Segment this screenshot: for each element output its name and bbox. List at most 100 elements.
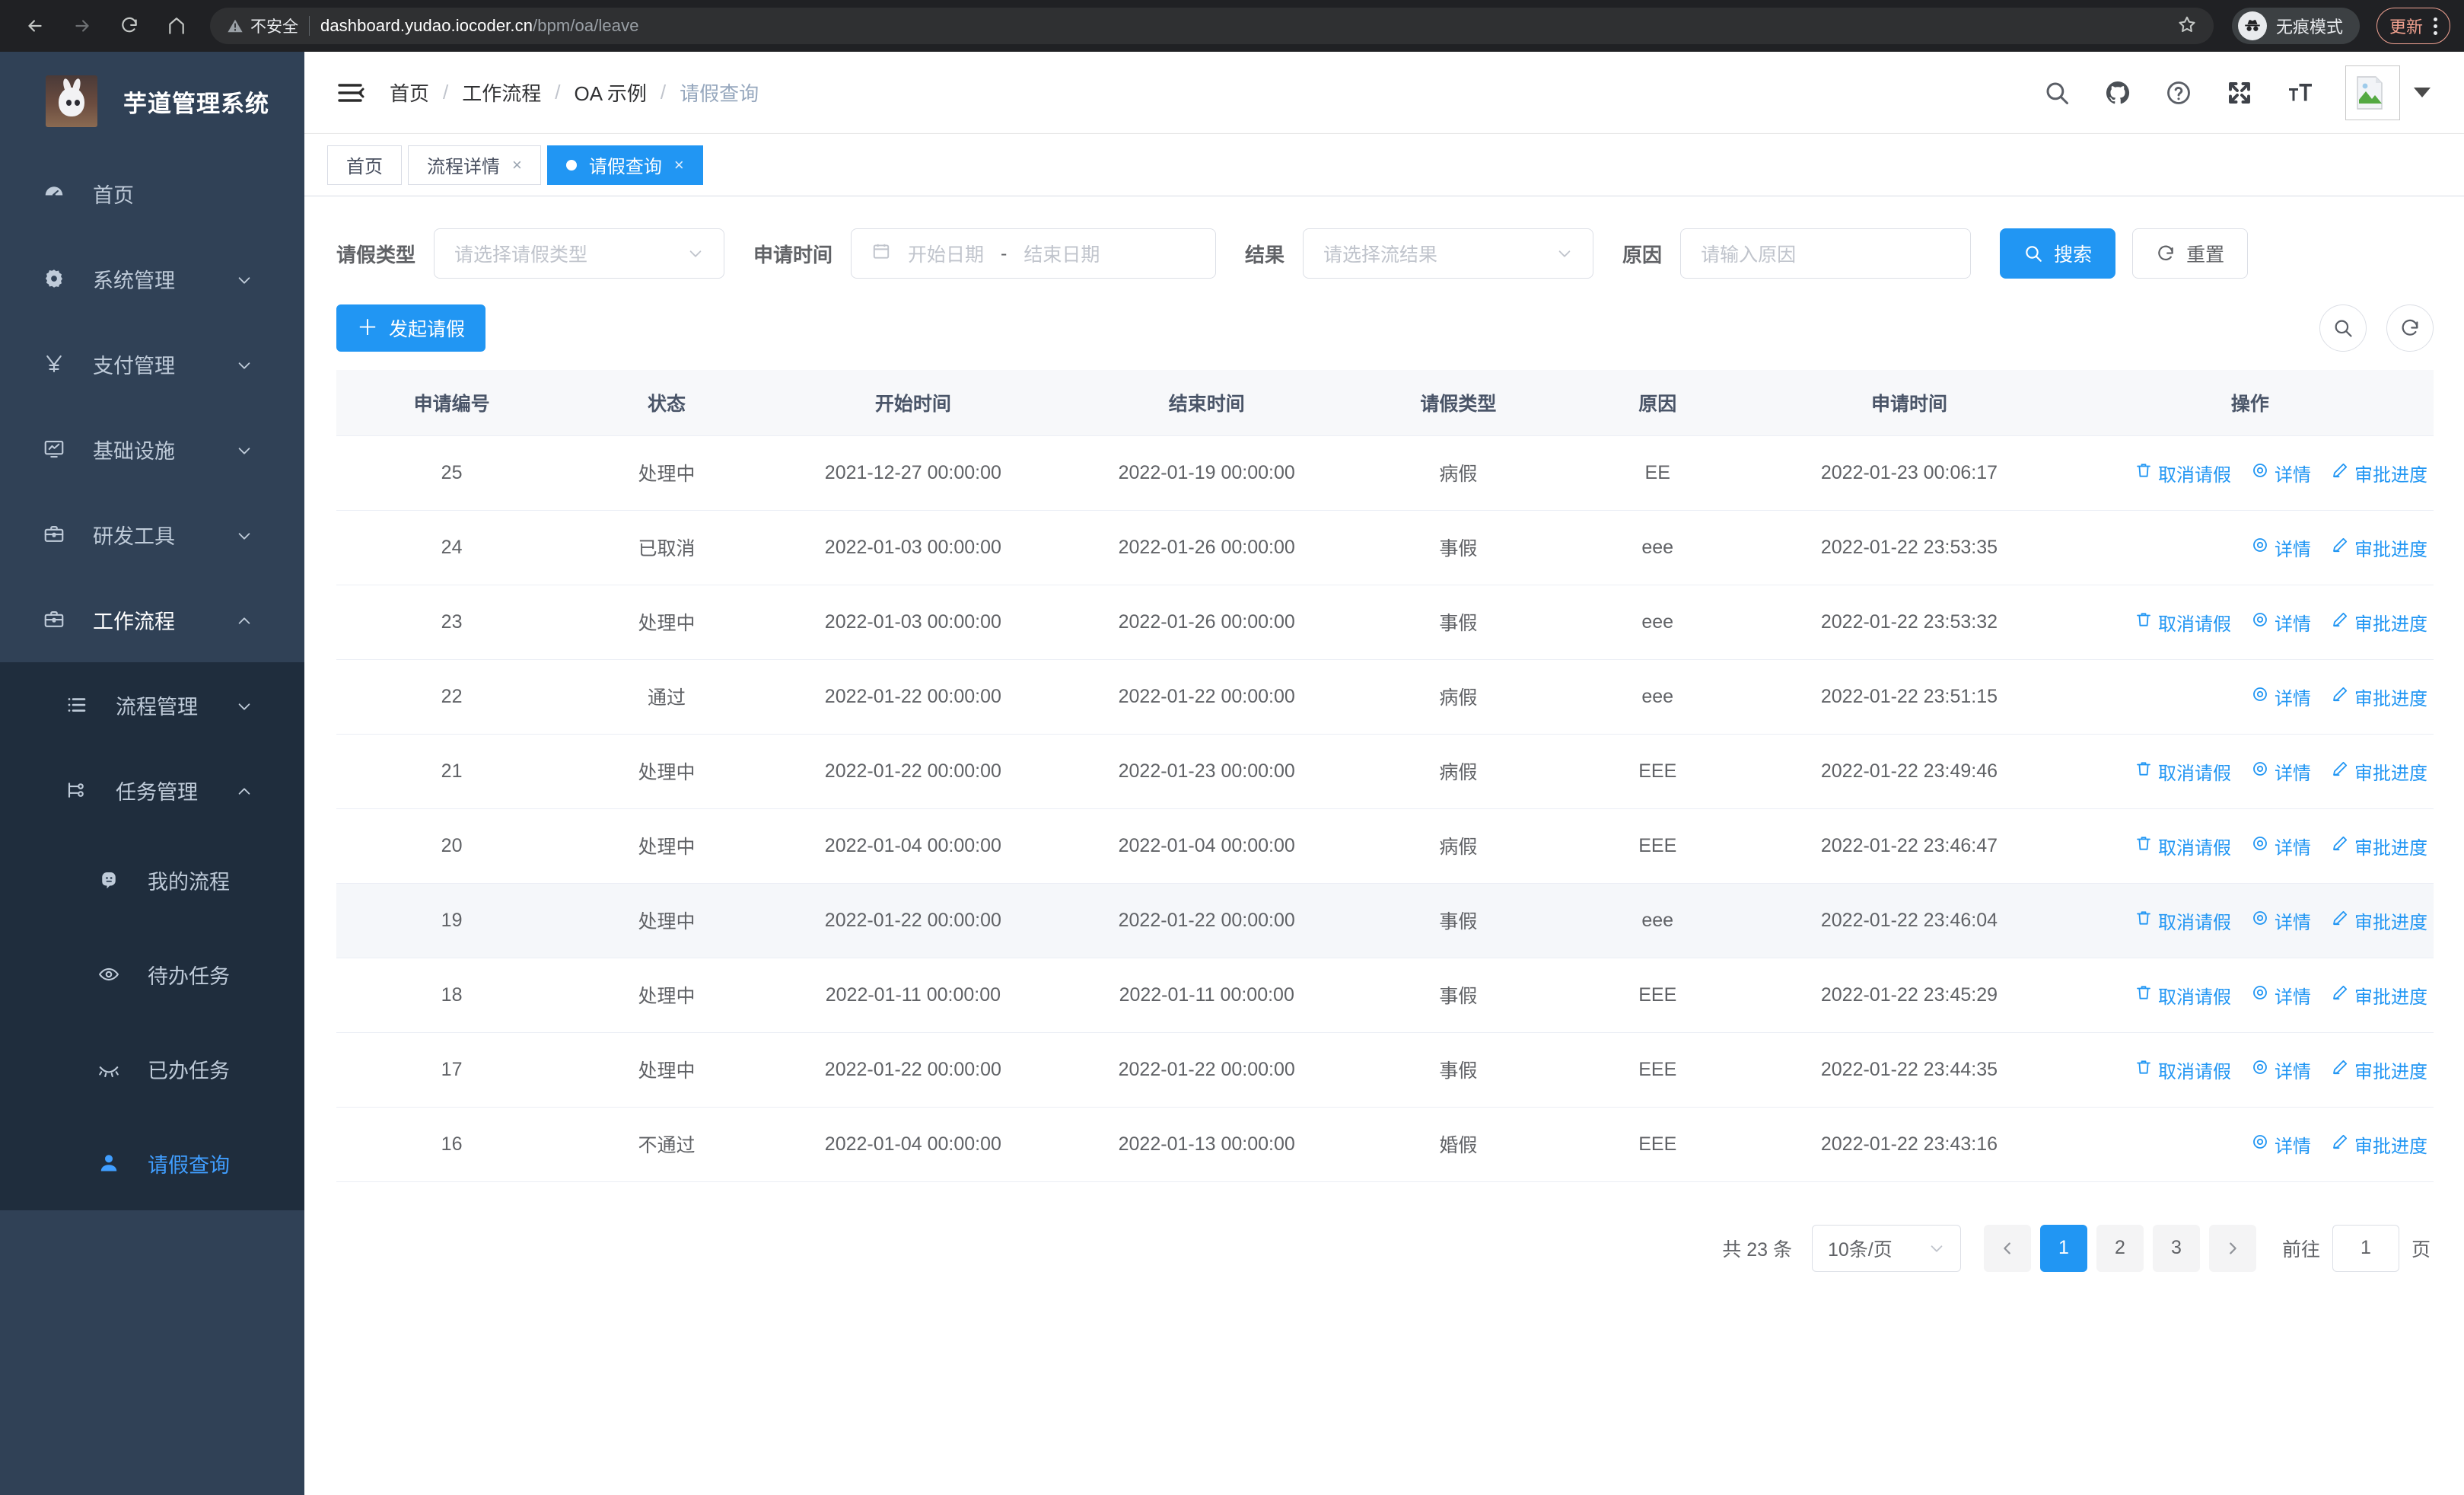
- help-icon[interactable]: [2163, 77, 2195, 109]
- apply-time-daterange[interactable]: 开始日期 - 结束日期: [851, 228, 1217, 279]
- detail-link[interactable]: 详情: [2251, 1131, 2311, 1158]
- toggle-search-button[interactable]: [2319, 304, 2367, 352]
- approval-progress-link[interactable]: 审批进度: [2331, 684, 2427, 710]
- cancel-leave-link[interactable]: 取消请假: [2135, 609, 2231, 636]
- detail-link[interactable]: 详情: [2251, 1057, 2311, 1083]
- cancel-leave-link[interactable]: 取消请假: [2135, 1057, 2231, 1083]
- search-icon[interactable]: [2041, 77, 2073, 109]
- leave-reason: EEE: [1563, 1032, 1752, 1108]
- sidebar-item-workflow[interactable]: 工作流程: [0, 577, 304, 662]
- page-button-3[interactable]: 3: [2152, 1224, 2200, 1272]
- reason-input[interactable]: 请输入原因: [1680, 228, 1972, 279]
- goto-input[interactable]: 1: [2332, 1224, 2399, 1272]
- detail-link[interactable]: 详情: [2251, 907, 2311, 934]
- breadcrumb-separator: /: [660, 81, 667, 104]
- detail-link[interactable]: 详情: [2251, 534, 2311, 561]
- sidebar-item-devtools[interactable]: 研发工具: [0, 492, 304, 577]
- detail-link[interactable]: 详情: [2251, 460, 2311, 486]
- fullscreen-icon[interactable]: [2224, 77, 2255, 109]
- table-row[interactable]: 25 处理中 2021-12-27 00:00:00 2022-01-19 00:00…: [336, 435, 2434, 511]
- sidebar-item-home[interactable]: 首页: [0, 151, 304, 236]
- sidebar-item-task-manage[interactable]: 任务管理: [0, 748, 304, 833]
- breadcrumb-item-2[interactable]: OA 示例: [574, 82, 647, 105]
- table-row[interactable]: 20 处理中 2022-01-04 00:00:00 2022-01-04 00:00…: [336, 808, 2434, 884]
- leave-status: 已取消: [567, 510, 766, 585]
- font-size-icon[interactable]: [2284, 77, 2316, 109]
- refresh-table-button[interactable]: [2386, 304, 2434, 352]
- star-icon[interactable]: [2165, 14, 2197, 38]
- approval-progress-link[interactable]: 审批进度: [2331, 758, 2427, 785]
- tab-leave-query[interactable]: 请假查询 ×: [546, 145, 703, 185]
- approval-progress-link[interactable]: 审批进度: [2331, 460, 2427, 486]
- breadcrumb-item-1[interactable]: 工作流程: [462, 82, 542, 105]
- sidebar-item-leave-query[interactable]: 请假查询: [0, 1116, 304, 1210]
- table-row[interactable]: 16 不通过 2022-01-04 00:00:00 2022-01-13 00:00…: [336, 1107, 2434, 1182]
- chevron-up-icon: [236, 611, 253, 628]
- close-icon[interactable]: ×: [673, 155, 684, 174]
- cancel-leave-link[interactable]: 取消请假: [2135, 833, 2231, 859]
- address-bar[interactable]: 不安全 dashboard.yudao.iocoder.cn/bpm/oa/le…: [210, 8, 2214, 44]
- sidebar-item-done-tasks[interactable]: 已办任务: [0, 1022, 304, 1116]
- approval-progress-link[interactable]: 审批进度: [2331, 982, 2427, 1009]
- github-icon[interactable]: [2102, 77, 2134, 109]
- table-row[interactable]: 21 处理中 2022-01-22 00:00:00 2022-01-23 00:00…: [336, 734, 2434, 809]
- approval-progress-link[interactable]: 审批进度: [2331, 833, 2427, 859]
- detail-link[interactable]: 详情: [2251, 684, 2311, 710]
- detail-link[interactable]: 详情: [2251, 982, 2311, 1009]
- tab-process-detail[interactable]: 流程详情 ×: [408, 145, 541, 185]
- reload-button[interactable]: [108, 5, 151, 47]
- sidebar-item-infrastructure[interactable]: 基础设施: [0, 406, 304, 492]
- breadcrumb-item-0[interactable]: 首页: [390, 82, 430, 105]
- approval-progress-link[interactable]: 审批进度: [2331, 1057, 2427, 1083]
- table-row[interactable]: 17 处理中 2022-01-22 00:00:00 2022-01-22 00:00…: [336, 1032, 2434, 1108]
- url-domain: dashboard.yudao.iocoder.cn: [320, 16, 533, 35]
- user-menu[interactable]: [2345, 65, 2431, 120]
- sidebar-item-my-process[interactable]: 我的流程: [0, 833, 304, 927]
- cancel-leave-link[interactable]: 取消请假: [2135, 982, 2231, 1009]
- table-row[interactable]: 24 已取消 2022-01-03 00:00:00 2022-01-26 00:00…: [336, 510, 2434, 585]
- table-row[interactable]: 22 通过 2022-01-22 00:00:00 2022-01-22 00:00:…: [336, 659, 2434, 735]
- search-button[interactable]: 搜索: [2000, 228, 2116, 279]
- table-row[interactable]: 18 处理中 2022-01-11 00:00:00 2022-01-11 00:00…: [336, 958, 2434, 1033]
- detail-link[interactable]: 详情: [2251, 609, 2311, 636]
- forward-button[interactable]: [61, 5, 103, 47]
- page-button-1[interactable]: 1: [2039, 1224, 2087, 1272]
- cancel-leave-link[interactable]: 取消请假: [2135, 907, 2231, 934]
- sidebar-item-system[interactable]: 系统管理: [0, 236, 304, 321]
- cancel-leave-link[interactable]: 取消请假: [2135, 758, 2231, 785]
- home-button[interactable]: [155, 5, 198, 47]
- reset-button[interactable]: 重置: [2132, 228, 2249, 279]
- approval-progress-link[interactable]: 审批进度: [2331, 609, 2427, 636]
- table-row[interactable]: 23 处理中 2022-01-03 00:00:00 2022-01-26 00:00…: [336, 585, 2434, 660]
- kebab-menu-icon[interactable]: [2434, 17, 2437, 35]
- sidebar-item-payment[interactable]: 支付管理: [0, 321, 304, 406]
- hamburger-icon[interactable]: [335, 76, 368, 110]
- tab-home[interactable]: 首页: [327, 145, 402, 185]
- chevron-down-icon[interactable]: [2414, 88, 2431, 97]
- page-button-2[interactable]: 2: [2096, 1224, 2144, 1272]
- leave-type-select[interactable]: 请选择请假类型: [434, 228, 725, 279]
- filter-label: 结果: [1245, 243, 1285, 266]
- sidebar-submenu-workflow: 流程管理 任务管理 我的流程: [0, 662, 304, 1210]
- sidebar-item-todo-tasks[interactable]: 待办任务: [0, 927, 304, 1022]
- leave-operations: 取消请假 详情 审批进度: [2066, 883, 2434, 958]
- next-page-button[interactable]: [2208, 1224, 2256, 1272]
- brand[interactable]: 芋道管理系统: [0, 52, 304, 151]
- result-select[interactable]: 请选择流结果: [1303, 228, 1594, 279]
- detail-link[interactable]: 详情: [2251, 833, 2311, 859]
- approval-progress-link[interactable]: 审批进度: [2331, 1131, 2427, 1158]
- avatar[interactable]: [2345, 65, 2400, 120]
- update-button[interactable]: 更新: [2376, 8, 2450, 44]
- table-row[interactable]: 19 处理中 2022-01-22 00:00:00 2022-01-22 00:00…: [336, 883, 2434, 958]
- page-size-select[interactable]: 10条/页: [1811, 1224, 1961, 1272]
- add-leave-button[interactable]: ＋ 发起请假: [336, 304, 486, 352]
- approval-progress-link[interactable]: 审批进度: [2331, 907, 2427, 934]
- cancel-leave-link[interactable]: 取消请假: [2135, 460, 2231, 486]
- close-icon[interactable]: ×: [512, 155, 522, 174]
- prev-page-button[interactable]: [1983, 1224, 2031, 1272]
- back-button[interactable]: [14, 5, 56, 47]
- incognito-indicator[interactable]: 无痕模式: [2231, 8, 2360, 44]
- detail-link[interactable]: 详情: [2251, 758, 2311, 785]
- approval-progress-link[interactable]: 审批进度: [2331, 534, 2427, 561]
- sidebar-item-process-manage[interactable]: 流程管理: [0, 662, 304, 748]
